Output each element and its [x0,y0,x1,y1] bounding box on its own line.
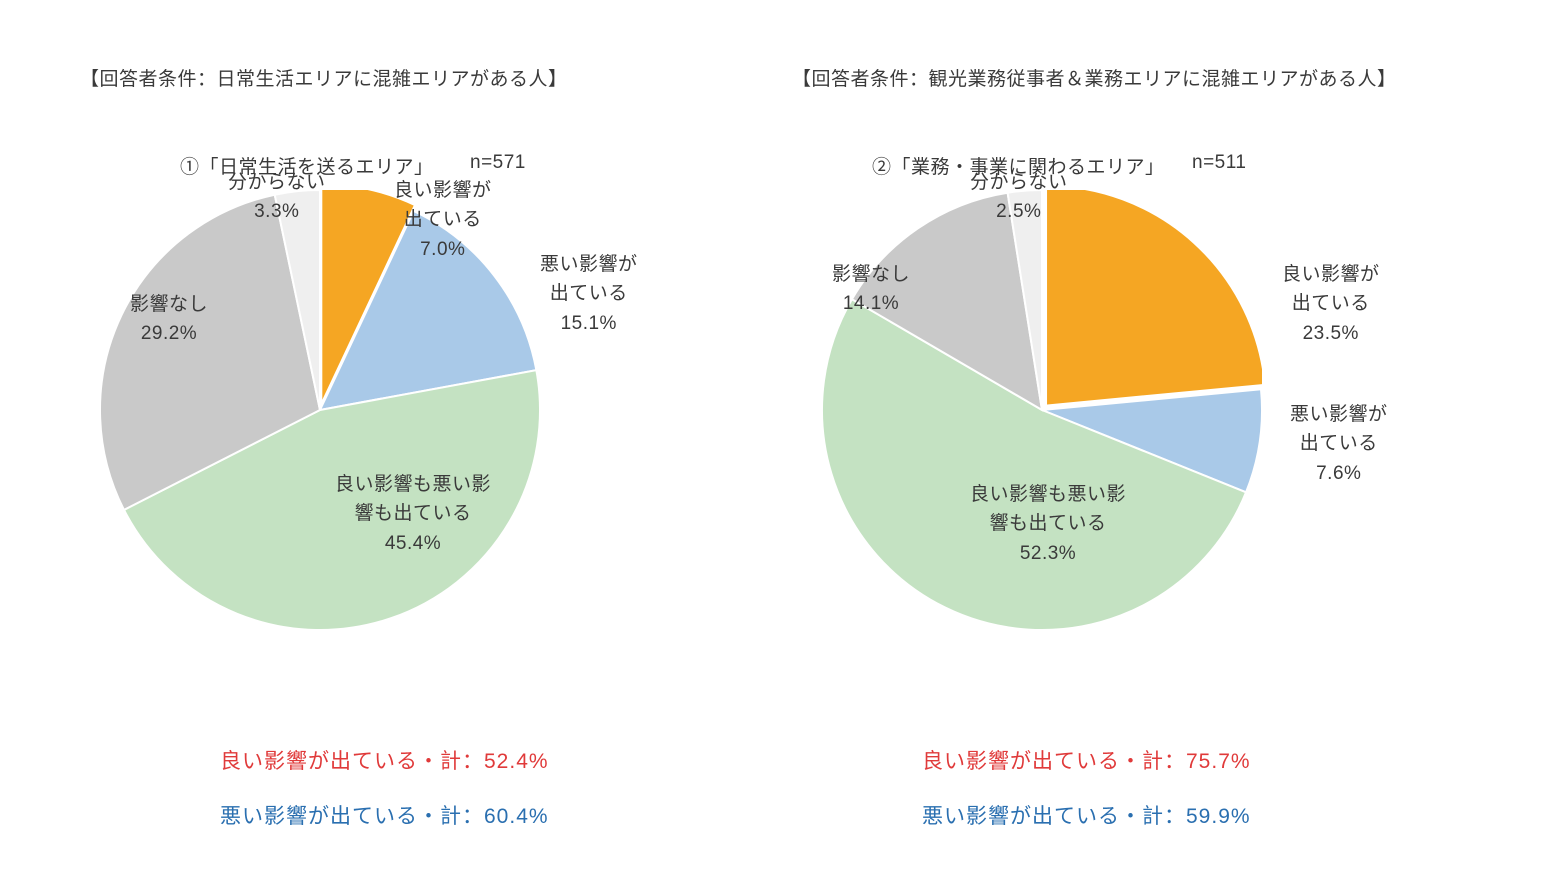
pie-chart: 良い影響が 出ている 7.0%悪い影響が 出ている 15.1%良い影響も悪い影 … [100,190,540,630]
summary-good: 良い影響が出ている・計：52.4% [220,745,549,775]
summary-good: 良い影響が出ている・計：75.7% [922,745,1251,775]
slice-label: 分からない 2.5% [970,168,1068,227]
summary-bad: 悪い影響が出ている・計：60.4% [220,800,549,830]
slice-label: 悪い影響が 出ている 7.6% [1290,400,1388,488]
slice-label: 良い影響も悪い影 響も出ている 45.4% [335,470,491,558]
right-column: 【回答者条件：観光業務従事者＆業務エリアに混雑エリアがある人】 ②「業務・事業に… [792,0,1532,873]
slice-label: 悪い影響が 出ている 15.1% [540,250,638,338]
summary-bad: 悪い影響が出ている・計：59.9% [922,800,1251,830]
page: 【回答者条件：日常生活エリアに混雑エリアがある人】 ①「日常生活を送るエリア」 … [0,0,1567,873]
condition-text: 【回答者条件：日常生活エリアに混雑エリアがある人】 [80,64,820,91]
slice-label: 影響なし 29.2% [130,290,208,349]
pie-chart: 良い影響が 出ている 23.5%悪い影響が 出ている 7.6%良い影響も悪い影 … [822,190,1262,630]
slice-label: 良い影響も悪い影 響も出ている 52.3% [970,480,1126,568]
pie-slice [1046,190,1262,406]
condition-text: 【回答者条件：観光業務従事者＆業務エリアに混雑エリアがある人】 [792,64,1532,91]
left-column: 【回答者条件：日常生活エリアに混雑エリアがある人】 ①「日常生活を送るエリア」 … [80,0,820,873]
slice-label: 良い影響が 出ている 7.0% [394,176,492,264]
slice-label: 分からない 3.3% [228,168,326,227]
slice-label: 良い影響が 出ている 23.5% [1282,260,1380,348]
sample-size: n=571 [470,152,526,174]
sample-size: n=511 [1192,152,1246,174]
slice-label: 影響なし 14.1% [832,260,910,319]
